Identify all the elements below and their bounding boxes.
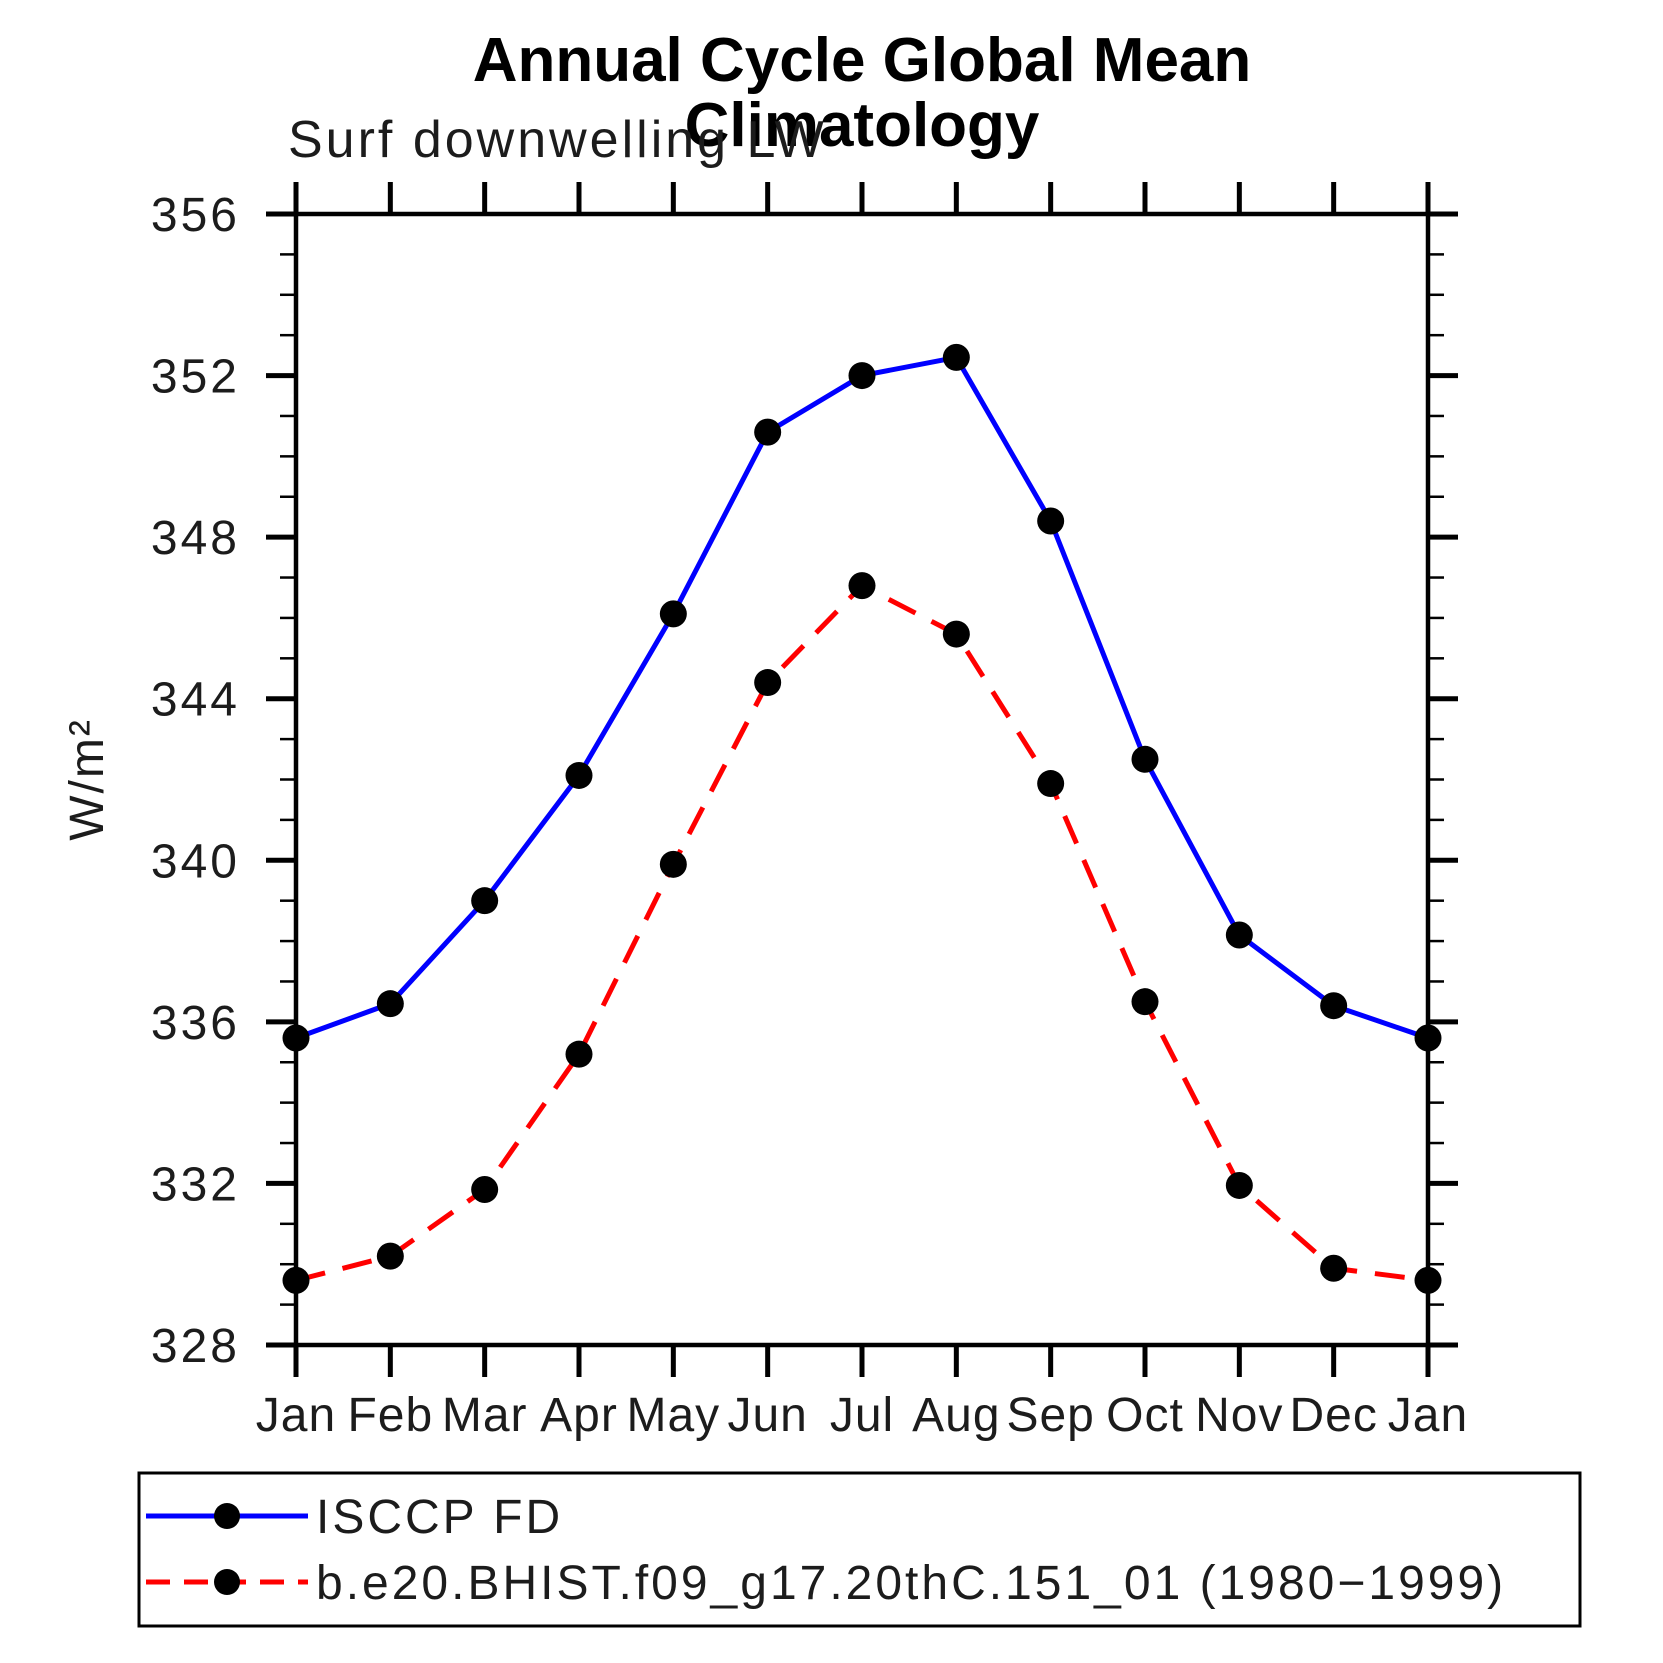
legend-label-1: b.e20.BHIST.f09_g17.20thC.151_01 (1980−1…	[316, 1557, 1506, 1610]
data-point	[848, 572, 876, 600]
data-point	[1320, 992, 1348, 1020]
y-axis-tick-label: 352	[151, 351, 240, 404]
data-point	[471, 1175, 499, 1203]
x-axis-tick-label: Mar	[442, 1389, 528, 1442]
chart-subtitle: Surf downwelling LW	[288, 111, 827, 169]
y-axis-title: W/m²	[61, 718, 114, 841]
x-axis-tick-label: Feb	[347, 1389, 433, 1442]
legend-box	[137, 1471, 1582, 1628]
y-axis-tick-label: 356	[151, 189, 240, 242]
data-point	[471, 887, 499, 915]
y-axis-tick-label: 332	[151, 1158, 240, 1211]
x-axis-tick-label: Sep	[1006, 1389, 1094, 1442]
data-point	[659, 850, 687, 878]
x-axis-tick-label: Jan	[256, 1389, 336, 1442]
data-point	[942, 343, 970, 371]
x-axis-tick-label: Oct	[1106, 1389, 1184, 1442]
legend-sample-marker-0	[214, 1503, 240, 1529]
legend-sample-marker-1	[214, 1569, 240, 1595]
y-axis-tick-label: 340	[151, 835, 240, 888]
data-point	[754, 418, 782, 446]
data-point	[659, 600, 687, 628]
data-point	[565, 1040, 593, 1068]
data-point	[1225, 921, 1253, 949]
x-axis-tick-label: Aug	[912, 1389, 1000, 1442]
data-point	[282, 1266, 310, 1294]
legend-label-0: ISCCP FD	[316, 1491, 563, 1544]
plot-box	[293, 211, 1431, 1348]
data-point	[1131, 988, 1159, 1016]
data-point	[1414, 1266, 1442, 1294]
x-axis-tick-label: Jan	[1388, 1389, 1468, 1442]
data-point	[1131, 745, 1159, 773]
series-line-1	[295, 583, 1429, 1283]
y-axis-tick-label: 336	[151, 997, 240, 1050]
data-point	[848, 362, 876, 390]
x-axis-tick-label: Nov	[1195, 1389, 1283, 1442]
x-axis-tick-label: Jul	[830, 1389, 894, 1442]
y-axis-tick-label: 344	[151, 674, 240, 727]
data-point	[376, 990, 404, 1018]
data-point	[1037, 770, 1065, 798]
data-point	[1320, 1254, 1348, 1282]
data-point	[942, 620, 970, 648]
x-axis-tick-label: Apr	[540, 1389, 618, 1442]
x-axis-tick-label: May	[626, 1389, 720, 1442]
data-point	[376, 1242, 404, 1270]
data-point	[1414, 1024, 1442, 1052]
page-title: Annual Cycle Global Mean Climatology	[472, 26, 1252, 161]
data-point	[754, 669, 782, 697]
y-axis-tick-label: 348	[151, 512, 240, 565]
series-line-0	[295, 354, 1429, 1041]
data-point	[1037, 507, 1065, 535]
y-axis-tick-label: 328	[151, 1320, 240, 1373]
x-axis-tick-label: Dec	[1289, 1389, 1377, 1442]
data-point	[1225, 1171, 1253, 1199]
data-point	[565, 761, 593, 789]
x-axis-tick-label: Jun	[727, 1389, 807, 1442]
data-point	[282, 1024, 310, 1052]
